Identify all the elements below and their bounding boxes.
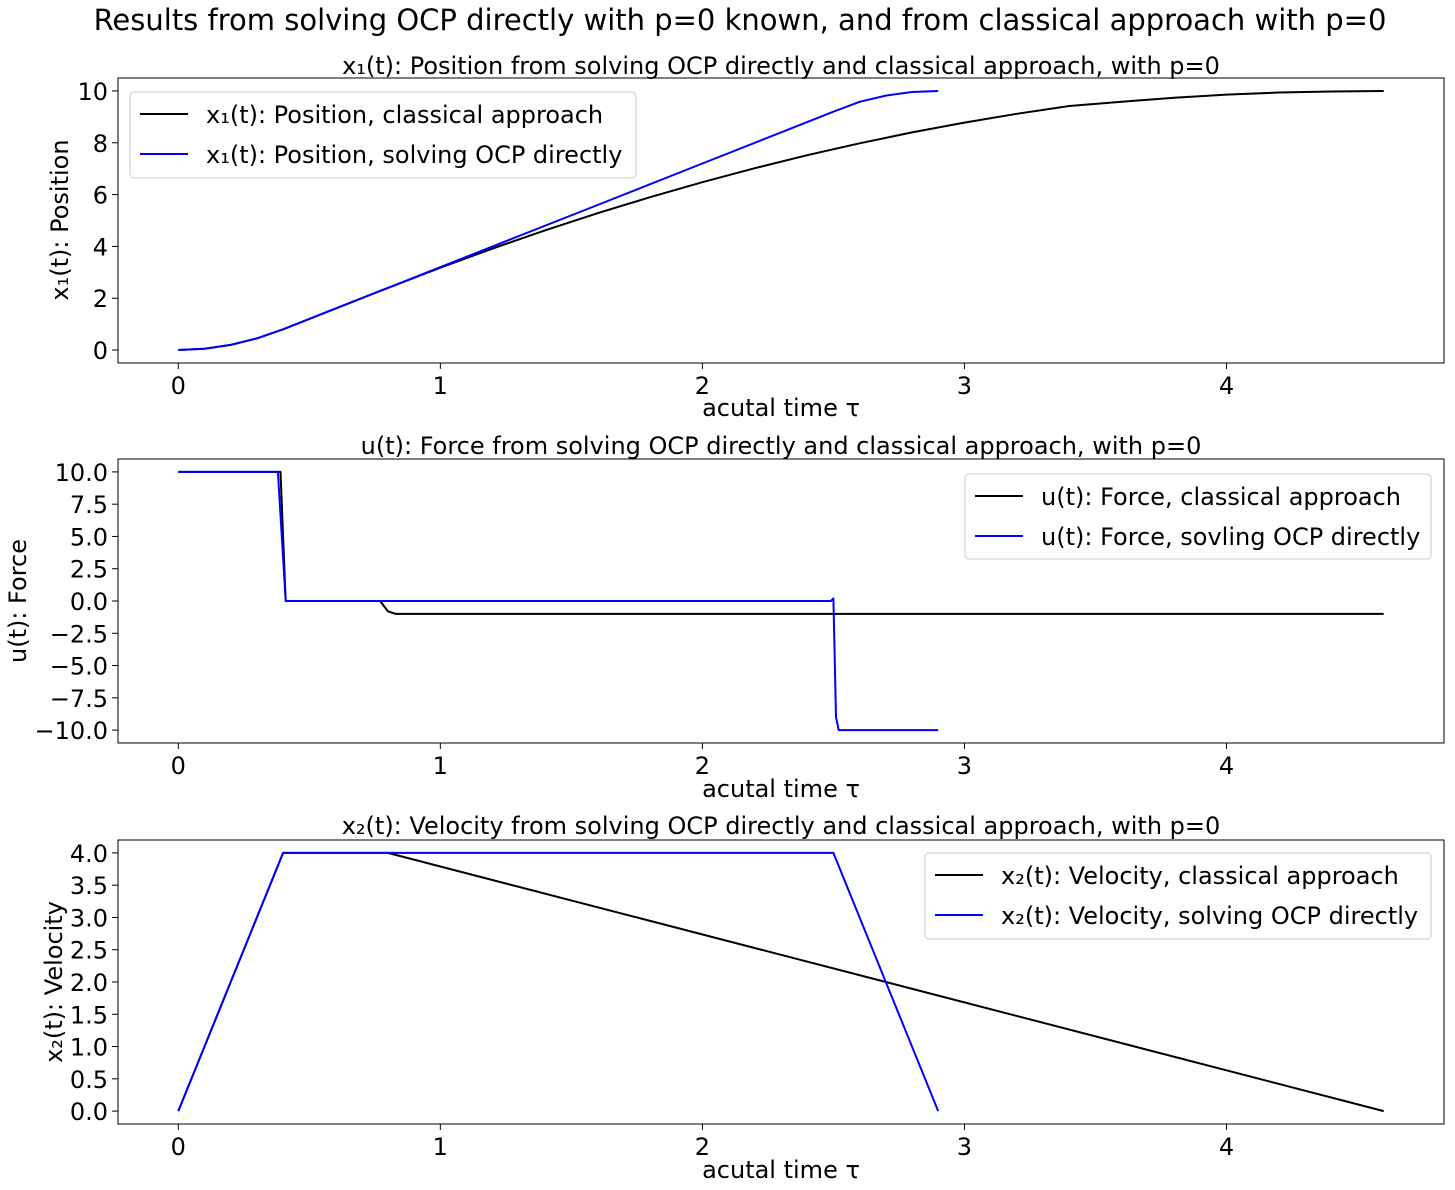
y-tick-label: −2.5	[50, 620, 108, 648]
x-tick-label: 0	[171, 372, 186, 400]
legend-box	[924, 852, 1432, 940]
plot-area-frame	[117, 77, 1445, 364]
series-line-direct	[178, 90, 939, 351]
y-tick-label: 2.5	[70, 937, 108, 965]
chart-title: x₁(t): Position from solving OCP directl…	[342, 52, 1220, 80]
x-tick-label: 4	[1219, 372, 1234, 400]
x-tick-label: 3	[957, 372, 972, 400]
x-tick-label: 4	[1219, 1133, 1234, 1161]
figure-suptitle: Results from solving OCP directly with p…	[94, 3, 1387, 37]
x-tick-label: 2	[695, 372, 710, 400]
legend-label-direct: x₁(t): Position, solving OCP directly	[206, 141, 622, 169]
y-tick-label: 7.5	[70, 491, 108, 519]
y-axis-label: u(t): Force	[4, 539, 32, 663]
y-tick-label: 4	[93, 233, 108, 261]
legend-box	[964, 473, 1432, 560]
y-tick-label: −5.0	[50, 653, 108, 681]
chart-panel-1: x₁(t): Position from solving OCP directl…	[46, 52, 1445, 422]
x-axis-label: acutal time τ	[702, 775, 860, 803]
y-axis-label: x₂(t): Velocity	[40, 901, 68, 1063]
x-tick-label: 0	[171, 1133, 186, 1161]
legend-box	[129, 91, 637, 179]
y-tick-label: 3.0	[70, 904, 108, 932]
series-line-direct	[178, 470, 939, 732]
y-tick-label: −10.0	[34, 717, 108, 745]
y-tick-label: 0.5	[70, 1066, 108, 1094]
y-tick-label: 2	[93, 285, 108, 313]
y-tick-label: 10.0	[55, 459, 108, 487]
y-tick-label: 5.0	[70, 523, 108, 551]
legend-label-direct: x₂(t): Velocity, solving OCP directly	[1001, 902, 1418, 930]
y-tick-label: 1.5	[70, 1001, 108, 1029]
y-tick-label: 3.5	[70, 872, 108, 900]
x-tick-label: 1	[433, 752, 448, 780]
y-tick-label: 0.0	[70, 588, 108, 616]
x-tick-label: 4	[1219, 752, 1234, 780]
legend-label-classical: x₁(t): Position, classical approach	[206, 101, 603, 129]
legend: u(t): Force, classical approach u(t): For…	[964, 473, 1432, 560]
x-axis-label: acutal time τ	[702, 1156, 860, 1184]
x-tick-label: 1	[433, 1133, 448, 1161]
series-line-direct	[177, 851, 940, 1112]
legend-label-direct: u(t): Force, sovling OCP directly	[1041, 523, 1420, 551]
y-tick-label: 4.0	[70, 840, 108, 868]
y-axis-label: x₁(t): Position	[46, 139, 74, 300]
legend-label-classical: x₂(t): Velocity, classical approach	[1001, 862, 1399, 890]
y-tick-label: 6	[93, 182, 108, 210]
y-tick-label: 0	[93, 337, 108, 365]
y-tick-label: −7.5	[50, 685, 108, 713]
legend: x₂(t): Velocity, classical approach x₂(t)…	[924, 852, 1432, 940]
chart-title: x₂(t): Velocity from solving OCP directl…	[342, 812, 1221, 840]
legend: x₁(t): Position, classical approach x₁(t)…	[129, 91, 637, 179]
x-axis-label: acutal time τ	[702, 394, 860, 422]
y-tick-label: 2.5	[70, 556, 108, 584]
x-tick-label: 1	[433, 372, 448, 400]
y-tick-label: 0.0	[70, 1098, 108, 1126]
chart-panel-2: u(t): Force from solving OCP directly an…	[4, 432, 1445, 803]
y-tick-label: 10	[77, 78, 108, 106]
x-tick-label: 2	[695, 1133, 710, 1161]
legend-label-classical: u(t): Force, classical approach	[1041, 483, 1401, 511]
y-tick-label: 1.0	[70, 1034, 108, 1062]
x-tick-label: 2	[695, 752, 710, 780]
x-tick-label: 3	[957, 1133, 972, 1161]
x-tick-label: 3	[957, 752, 972, 780]
x-tick-label: 0	[171, 752, 186, 780]
chart-title: u(t): Force from solving OCP directly an…	[361, 432, 1202, 460]
chart-panel-3: x₂(t): Velocity from solving OCP directl…	[40, 812, 1445, 1184]
y-tick-label: 2.0	[70, 969, 108, 997]
y-tick-label: 8	[93, 130, 108, 158]
